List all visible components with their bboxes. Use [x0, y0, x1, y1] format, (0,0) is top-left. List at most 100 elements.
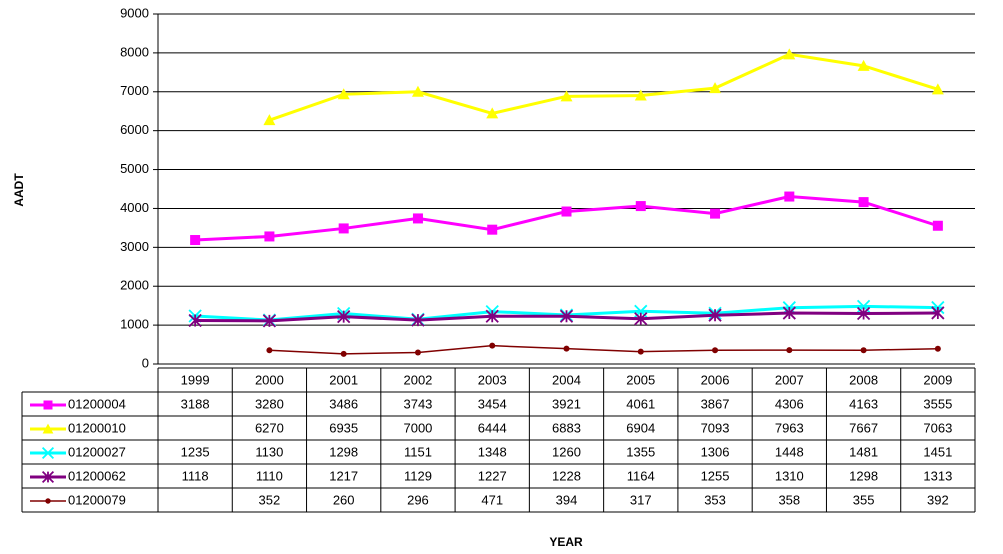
y-tick-label: 2000: [120, 278, 149, 293]
x-tick-label: 2002: [403, 372, 432, 387]
table-cell: 3921: [552, 396, 581, 411]
marker: [487, 224, 498, 235]
table-cell: 1110: [256, 468, 283, 483]
table-cell: 6444: [478, 420, 507, 435]
marker: [262, 314, 277, 328]
table-cell: 1310: [775, 468, 804, 483]
table-cell: 6883: [552, 420, 581, 435]
table-cell: 1298: [329, 444, 358, 459]
x-tick-label: 2009: [923, 372, 952, 387]
table-cell: 3555: [923, 396, 952, 411]
table-cell: 1306: [701, 444, 730, 459]
marker: [712, 347, 719, 354]
marker: [784, 191, 795, 202]
marker: [414, 349, 421, 356]
marker: [411, 313, 425, 327]
table-cell: 1260: [552, 444, 581, 459]
y-tick-label: 8000: [120, 44, 149, 59]
marker: [563, 345, 570, 352]
marker: [559, 309, 574, 323]
x-tick-label: 2008: [849, 372, 878, 387]
table-cell: 6904: [626, 420, 655, 435]
marker: [634, 312, 648, 326]
marker: [561, 206, 572, 217]
series-line: [195, 195, 939, 242]
legend-label: 01200079: [68, 492, 126, 507]
table-cell: 353: [704, 492, 726, 507]
legend-label: 01200004: [68, 396, 126, 411]
table-cell: 1217: [329, 468, 358, 483]
table-cell: 1255: [701, 468, 730, 483]
y-tick-label: 5000: [120, 161, 149, 176]
marker: [338, 223, 349, 234]
legend-label: 01200010: [68, 420, 126, 435]
table-cell: 7063: [923, 420, 952, 435]
table-cell: 392: [927, 492, 949, 507]
table-cell: 260: [333, 492, 355, 507]
marker: [782, 306, 796, 320]
table-cell: 1151: [404, 444, 432, 459]
table-cell: 1451: [923, 444, 952, 459]
marker: [266, 347, 273, 354]
marker: [635, 201, 646, 212]
table-cell: 3867: [701, 396, 730, 411]
table-cell: 1129: [404, 468, 432, 483]
table-cell: 1130: [255, 444, 283, 459]
marker: [931, 306, 945, 320]
table-cell: 6270: [255, 420, 284, 435]
table-cell: 4163: [849, 396, 878, 411]
marker: [45, 498, 51, 504]
x-axis-label: YEAR: [549, 535, 583, 549]
table-cell: 1227: [478, 468, 507, 483]
marker: [860, 347, 867, 354]
table-cell: 7667: [849, 420, 878, 435]
marker: [41, 446, 55, 460]
y-tick-label: 7000: [120, 83, 149, 98]
x-tick-label: 2001: [329, 372, 358, 387]
table-cell: 1355: [626, 444, 655, 459]
marker: [709, 82, 722, 94]
y-tick-label: 1000: [120, 317, 149, 332]
y-tick-label: 0: [142, 355, 149, 370]
table-cell: 358: [778, 492, 800, 507]
marker: [190, 235, 201, 246]
marker: [485, 309, 499, 323]
x-tick-label: 2003: [478, 372, 507, 387]
marker: [263, 114, 276, 126]
marker: [857, 59, 870, 71]
marker: [412, 213, 423, 224]
marker: [708, 308, 722, 322]
table-cell: 3486: [329, 396, 358, 411]
table-cell: 296: [407, 492, 429, 507]
table-cell: 471: [481, 492, 503, 507]
table-cell: 3454: [478, 396, 507, 411]
table-cell: 3743: [403, 396, 432, 411]
marker: [340, 350, 347, 357]
legend-label: 01200062: [68, 468, 126, 483]
table-cell: 1313: [923, 468, 952, 483]
legend-label: 01200027: [68, 444, 126, 459]
marker: [41, 470, 55, 484]
table-cell: 1348: [478, 444, 507, 459]
table-cell: 4306: [775, 396, 804, 411]
marker: [264, 231, 275, 242]
x-tick-label: 2006: [701, 372, 730, 387]
marker: [43, 400, 53, 410]
table-cell: 1118: [182, 468, 209, 483]
x-tick-label: 2007: [775, 372, 804, 387]
y-tick-label: 6000: [120, 122, 149, 137]
x-tick-label: 2000: [255, 372, 284, 387]
marker: [786, 347, 793, 354]
table-cell: 1448: [775, 444, 804, 459]
table-cell: 352: [259, 492, 281, 507]
y-tick-label: 4000: [120, 200, 149, 215]
y-axis-label: AADT: [12, 173, 26, 207]
table-cell: 317: [630, 492, 652, 507]
marker: [934, 345, 941, 352]
marker: [637, 348, 644, 355]
marker: [486, 107, 499, 119]
table-cell: 394: [556, 492, 578, 507]
series-line: [269, 344, 938, 355]
table-cell: 7000: [403, 420, 432, 435]
